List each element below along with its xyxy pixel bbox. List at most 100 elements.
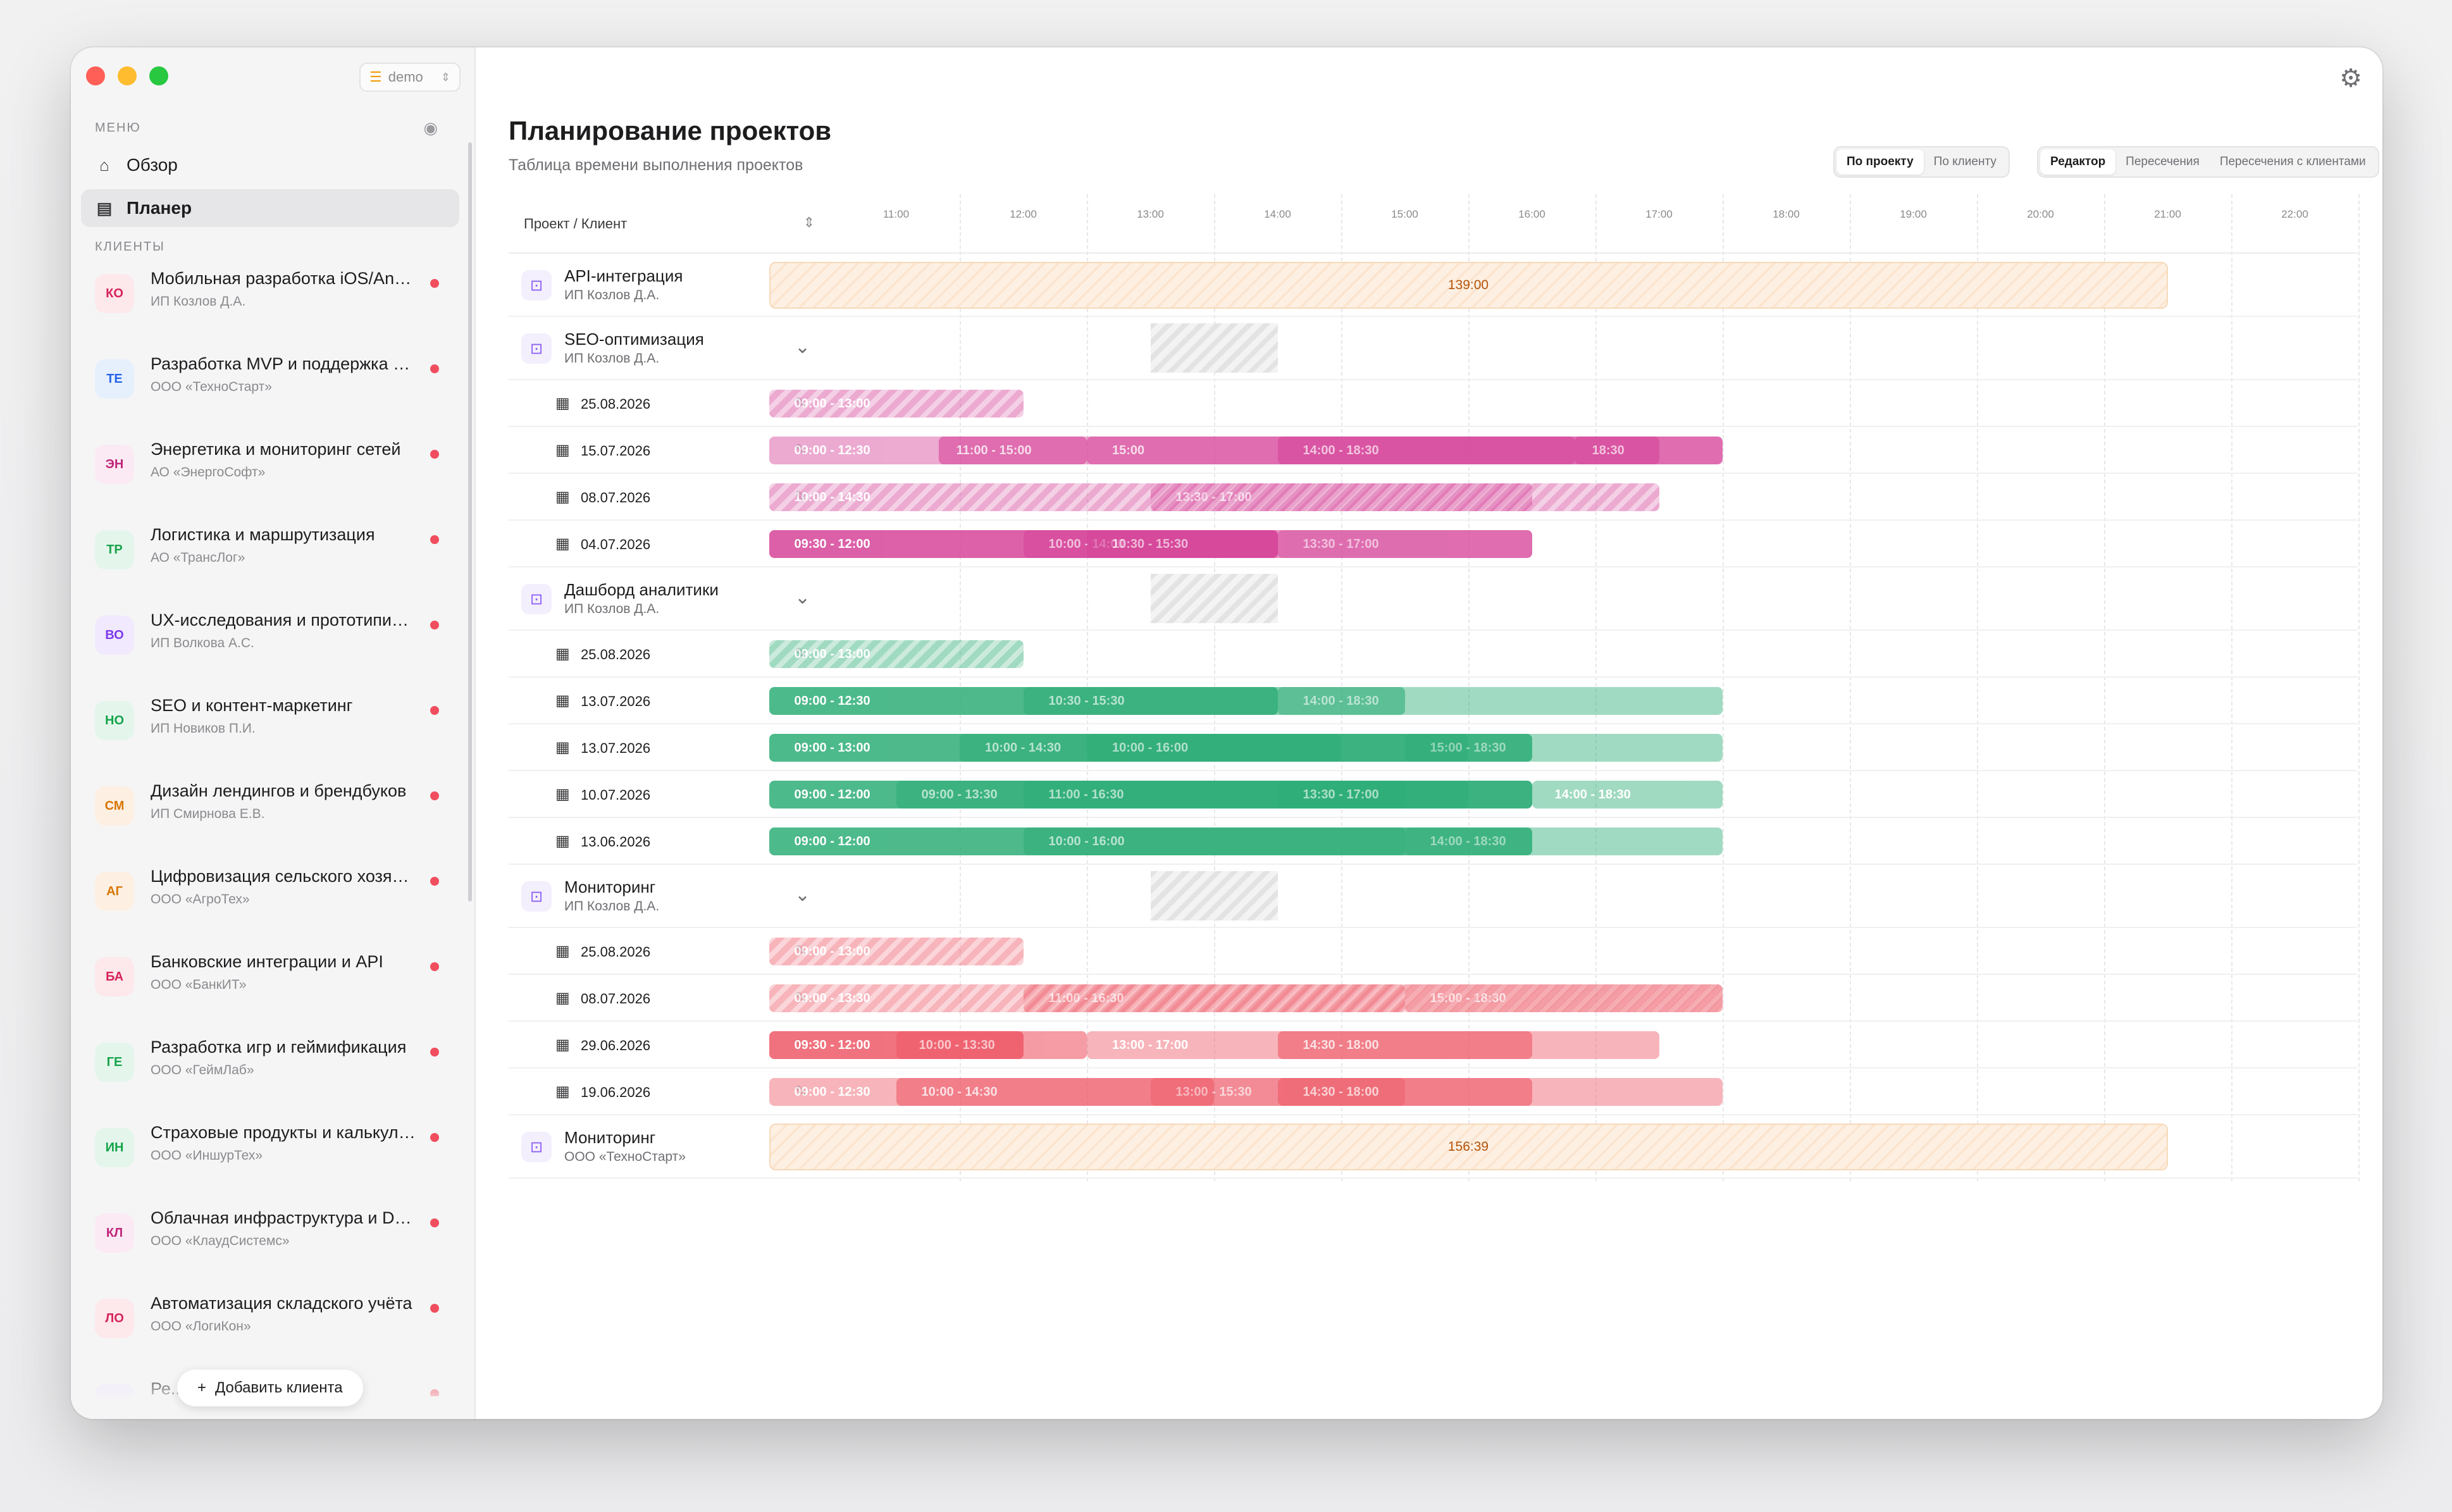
client-item[interactable]: ТР Логистика и маршрутизация АО «ТрансЛог» — [95, 514, 455, 583]
time-segment-bar[interactable]: 14:00 - 18:30 — [1404, 827, 1723, 855]
sort-icon[interactable]: ⇕ — [803, 214, 815, 230]
client-item[interactable]: СМ Дизайн лендингов и брендбуков ИП Смирно… — [95, 770, 455, 840]
chevron-down-icon[interactable]: ⌄ — [795, 337, 811, 357]
client-item[interactable]: ИН Страховые продукты и калькуляторы ООО «… — [95, 1112, 455, 1181]
time-segment-label: 09:00 - 13:00 — [794, 944, 870, 958]
chevron-down-icon[interactable]: ⌄ — [795, 884, 811, 905]
pencil-icon[interactable]: ✎ — [795, 1083, 808, 1100]
close-window-button[interactable] — [86, 66, 105, 85]
hour-label: 14:00 — [1264, 208, 1291, 220]
client-title: Разработка MVP и поддержка продукта — [151, 354, 416, 373]
time-segment-bar[interactable]: 10:30 - 15:30 — [1087, 530, 1532, 558]
eye-icon[interactable]: ◉ — [423, 118, 439, 137]
date-row[interactable]: ▦ 19.06.2026 ✎ 09:00 - 12:30 10:00 - 14:30 13… — [509, 1069, 2357, 1115]
client-item[interactable]: ЭН Энергетика и мониторинг сетей АО «Энерг… — [95, 428, 455, 498]
pencil-icon[interactable]: ✎ — [795, 488, 808, 505]
time-segment-bar[interactable]: 11:00 - 16:30 — [1023, 984, 1405, 1012]
time-segment-bar[interactable]: 14:30 - 18:00 — [1277, 1078, 1532, 1106]
tab-by-client[interactable]: По клиенту — [1933, 155, 1997, 168]
tab-client-overlaps[interactable]: Пересечения с клиентами — [2219, 155, 2366, 168]
tab-editor[interactable]: Редактор — [2040, 149, 2116, 175]
time-segment-bar[interactable]: 13:30 - 17:00 — [1150, 483, 1532, 511]
date-row[interactable]: ▦ 25.08.2026 ✎ 09:00 - 13:00 — [509, 380, 2357, 427]
time-segment-bar[interactable]: 10:00 - 14:30 — [896, 1078, 1214, 1106]
nav-item-overview[interactable]: ⌂ Обзор — [81, 146, 459, 184]
date-row[interactable]: ▦ 08.07.2026 ✎ 10:00 - 14:30 13:30 - 17:00 — [509, 474, 2357, 521]
time-segment-bar[interactable]: 14:30 - 18:00 — [1277, 1031, 1532, 1059]
client-status-dot — [430, 279, 439, 288]
add-client-button[interactable]: + Добавить клиента — [177, 1370, 363, 1406]
project-row[interactable]: ⊡ Дашборд аналитики ИП Козлов Д.А. ⌄ — [509, 567, 2357, 631]
time-segment-bar[interactable]: 14:00 - 18:30 — [1532, 781, 1723, 809]
time-segment-bar[interactable]: 13:30 - 17:00 — [1277, 781, 1532, 809]
date-label: 04.07.2026 — [581, 536, 651, 552]
client-item[interactable]: ЛО Автоматизация складского учёта ООО «Лог… — [95, 1282, 455, 1352]
client-subtitle: АО «ЭнергоСофт» — [151, 465, 266, 480]
client-item[interactable]: НО SEO и контент-маркетинг ИП Новиков П.И. — [95, 685, 455, 754]
time-segment-bar[interactable]: 10:00 - 16:00 — [1087, 734, 1468, 762]
time-segment-label: 10:30 - 15:30 — [1112, 536, 1189, 551]
pencil-icon[interactable]: ✎ — [795, 442, 808, 459]
client-item[interactable]: КО Мобильная разработка iOS/Android ИП Коз… — [95, 257, 455, 327]
time-segment-bar[interactable]: 10:00 - 14:30 — [769, 483, 1659, 511]
project-total-bar[interactable]: 156:39 — [769, 1124, 2168, 1170]
pencil-icon[interactable]: ✎ — [795, 645, 808, 662]
client-item[interactable]: ВО UX-исследования и прототипирование ИП В… — [95, 599, 455, 669]
time-segment-bar[interactable]: 10:30 - 15:30 — [1023, 687, 1405, 715]
zoom-window-button[interactable] — [149, 66, 168, 85]
time-segment-bar[interactable]: 15:00 - 18:30 — [1404, 984, 1723, 1012]
time-segment-bar[interactable]: 09:00 - 13:00 — [769, 390, 1024, 418]
pencil-icon[interactable]: ✎ — [795, 395, 808, 412]
time-segment-label: 10:00 - 14:30 — [794, 490, 870, 504]
date-row[interactable]: ▦ 15.07.2026 ✎ 09:00 - 12:30 11:00 - 15:00 15… — [509, 427, 2357, 474]
time-segment-bar[interactable]: 13:30 - 17:00 — [1277, 530, 1532, 558]
project-row[interactable]: ⊡ Мониторинг ИП Козлов Д.А. ⌄ — [509, 865, 2357, 928]
time-segment-bar[interactable]: 10:00 - 13:30 — [896, 1031, 1087, 1059]
minimize-window-button[interactable] — [118, 66, 137, 85]
pencil-icon[interactable]: ✎ — [795, 943, 808, 960]
nav-item-planner[interactable]: ▤ Планер — [81, 189, 459, 227]
column-header-project[interactable]: Проект / Клиент ⇕ — [524, 194, 815, 254]
client-avatar: ЭН — [95, 445, 134, 484]
project-row[interactable]: ⊡ SEO-оптимизация ИП Козлов Д.А. ⌄ — [509, 317, 2357, 380]
time-segment-bar[interactable]: 15:00 - 18:30 — [1404, 734, 1723, 762]
project-total-bar[interactable]: 139:00 — [769, 262, 2168, 309]
time-segment-bar[interactable]: 11:00 - 15:00 — [938, 437, 1087, 464]
client-item[interactable]: ТЕ Разработка MVP и поддержка продукта ООО… — [95, 343, 455, 412]
time-segment-label: 10:30 - 15:30 — [1048, 693, 1125, 708]
time-segment-label: 13:30 - 17:00 — [1175, 490, 1252, 504]
client-list: КО Мобильная разработка iOS/Android ИП Коз… — [71, 257, 476, 1396]
date-label: 13.07.2026 — [581, 740, 651, 756]
date-row[interactable]: ▦ 25.08.2026 ✎ 09:00 - 13:00 — [509, 631, 2357, 678]
client-item[interactable]: ГЕ Разработка игр и геймификация ООО «Гейм… — [95, 1026, 455, 1096]
tab-by-project[interactable]: По проекту — [1836, 149, 1924, 175]
client-item[interactable]: КЛ Облачная инфраструктура и DevOps ООО «К… — [95, 1197, 455, 1267]
settings-gear-icon[interactable]: ⚙ — [2339, 65, 2362, 92]
client-item[interactable]: АГ Цифровизация сельского хозяйства ООО «А… — [95, 855, 455, 925]
view-toggle: Редактор Пересечения Пересечения с клиен… — [2037, 146, 2379, 178]
time-segment-bar[interactable]: 09:00 - 13:30 — [769, 984, 1723, 1012]
hour-gridline — [1468, 194, 1470, 1181]
time-segment-bar[interactable]: 18:30 — [1574, 437, 1723, 464]
client-avatar: СМ — [95, 786, 134, 826]
time-segment-bar[interactable]: 09:00 - 13:00 — [769, 938, 1024, 965]
sidebar-scrollbar[interactable] — [468, 142, 472, 902]
tab-overlaps[interactable]: Пересечения — [2126, 155, 2200, 168]
date-row[interactable]: ▦ 08.07.2026 ✎ 09:00 - 13:30 11:00 - 16:30 15… — [509, 975, 2357, 1022]
time-segment-bar[interactable]: 10:00 - 16:00 — [1023, 827, 1405, 855]
client-item[interactable]: БА Банковские интеграции и API ООО «БанкИТ… — [95, 941, 455, 1010]
time-segment-bar[interactable]: 09:00 - 13:00 — [769, 640, 1024, 668]
date-row[interactable]: ▦ 25.08.2026 ✎ 09:00 - 13:00 — [509, 928, 2357, 975]
pencil-icon[interactable]: ✎ — [795, 989, 808, 1007]
time-segment-bar[interactable]: 14:00 - 18:30 — [1277, 687, 1723, 715]
workspace-select[interactable]: ☰ demo ⇕ — [359, 63, 461, 92]
chevron-down-icon[interactable]: ⌄ — [795, 587, 811, 608]
